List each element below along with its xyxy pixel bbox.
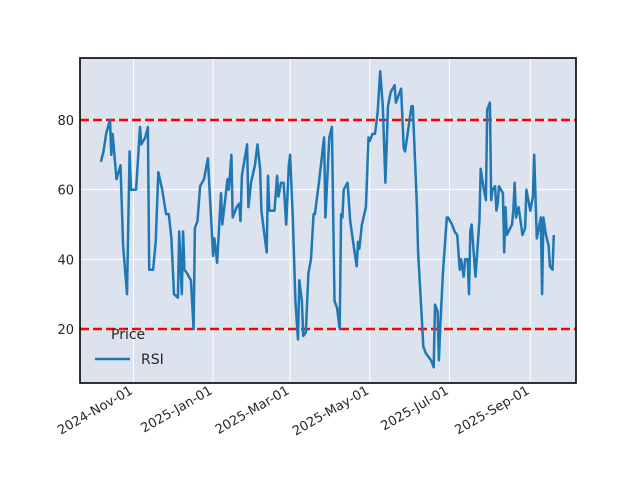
legend: Price RSI: [95, 327, 164, 368]
reference-lines: [80, 118, 576, 331]
x-tick-label: 2025-Jul-01: [379, 383, 452, 434]
y-tick-label: 20: [57, 323, 74, 338]
x-tick-label: 2025-Mar-01: [213, 383, 292, 437]
x-tick-label: 2025-Jan-01: [139, 383, 216, 436]
y-tick-label: 40: [57, 253, 74, 268]
y-tick-label: 60: [57, 184, 74, 199]
x-tick-label: 2024-Nov-01: [55, 383, 135, 438]
legend-label-rsi: RSI: [141, 352, 164, 368]
x-tick-label: 2025-May-01: [290, 383, 372, 439]
x-axis: 2024-Nov-01 2025-Jan-012025-Mar-012025-Ma…: [55, 383, 532, 439]
x-tick-label: 2025-Sep-01: [452, 383, 532, 438]
legend-title: Price: [111, 327, 145, 343]
y-axis: 20 40 60 80: [57, 114, 74, 338]
plot-frame: [79, 57, 577, 384]
plot-area: [80, 58, 576, 383]
series-line-rsi: [99, 69, 556, 369]
y-tick-label: 80: [57, 114, 74, 129]
